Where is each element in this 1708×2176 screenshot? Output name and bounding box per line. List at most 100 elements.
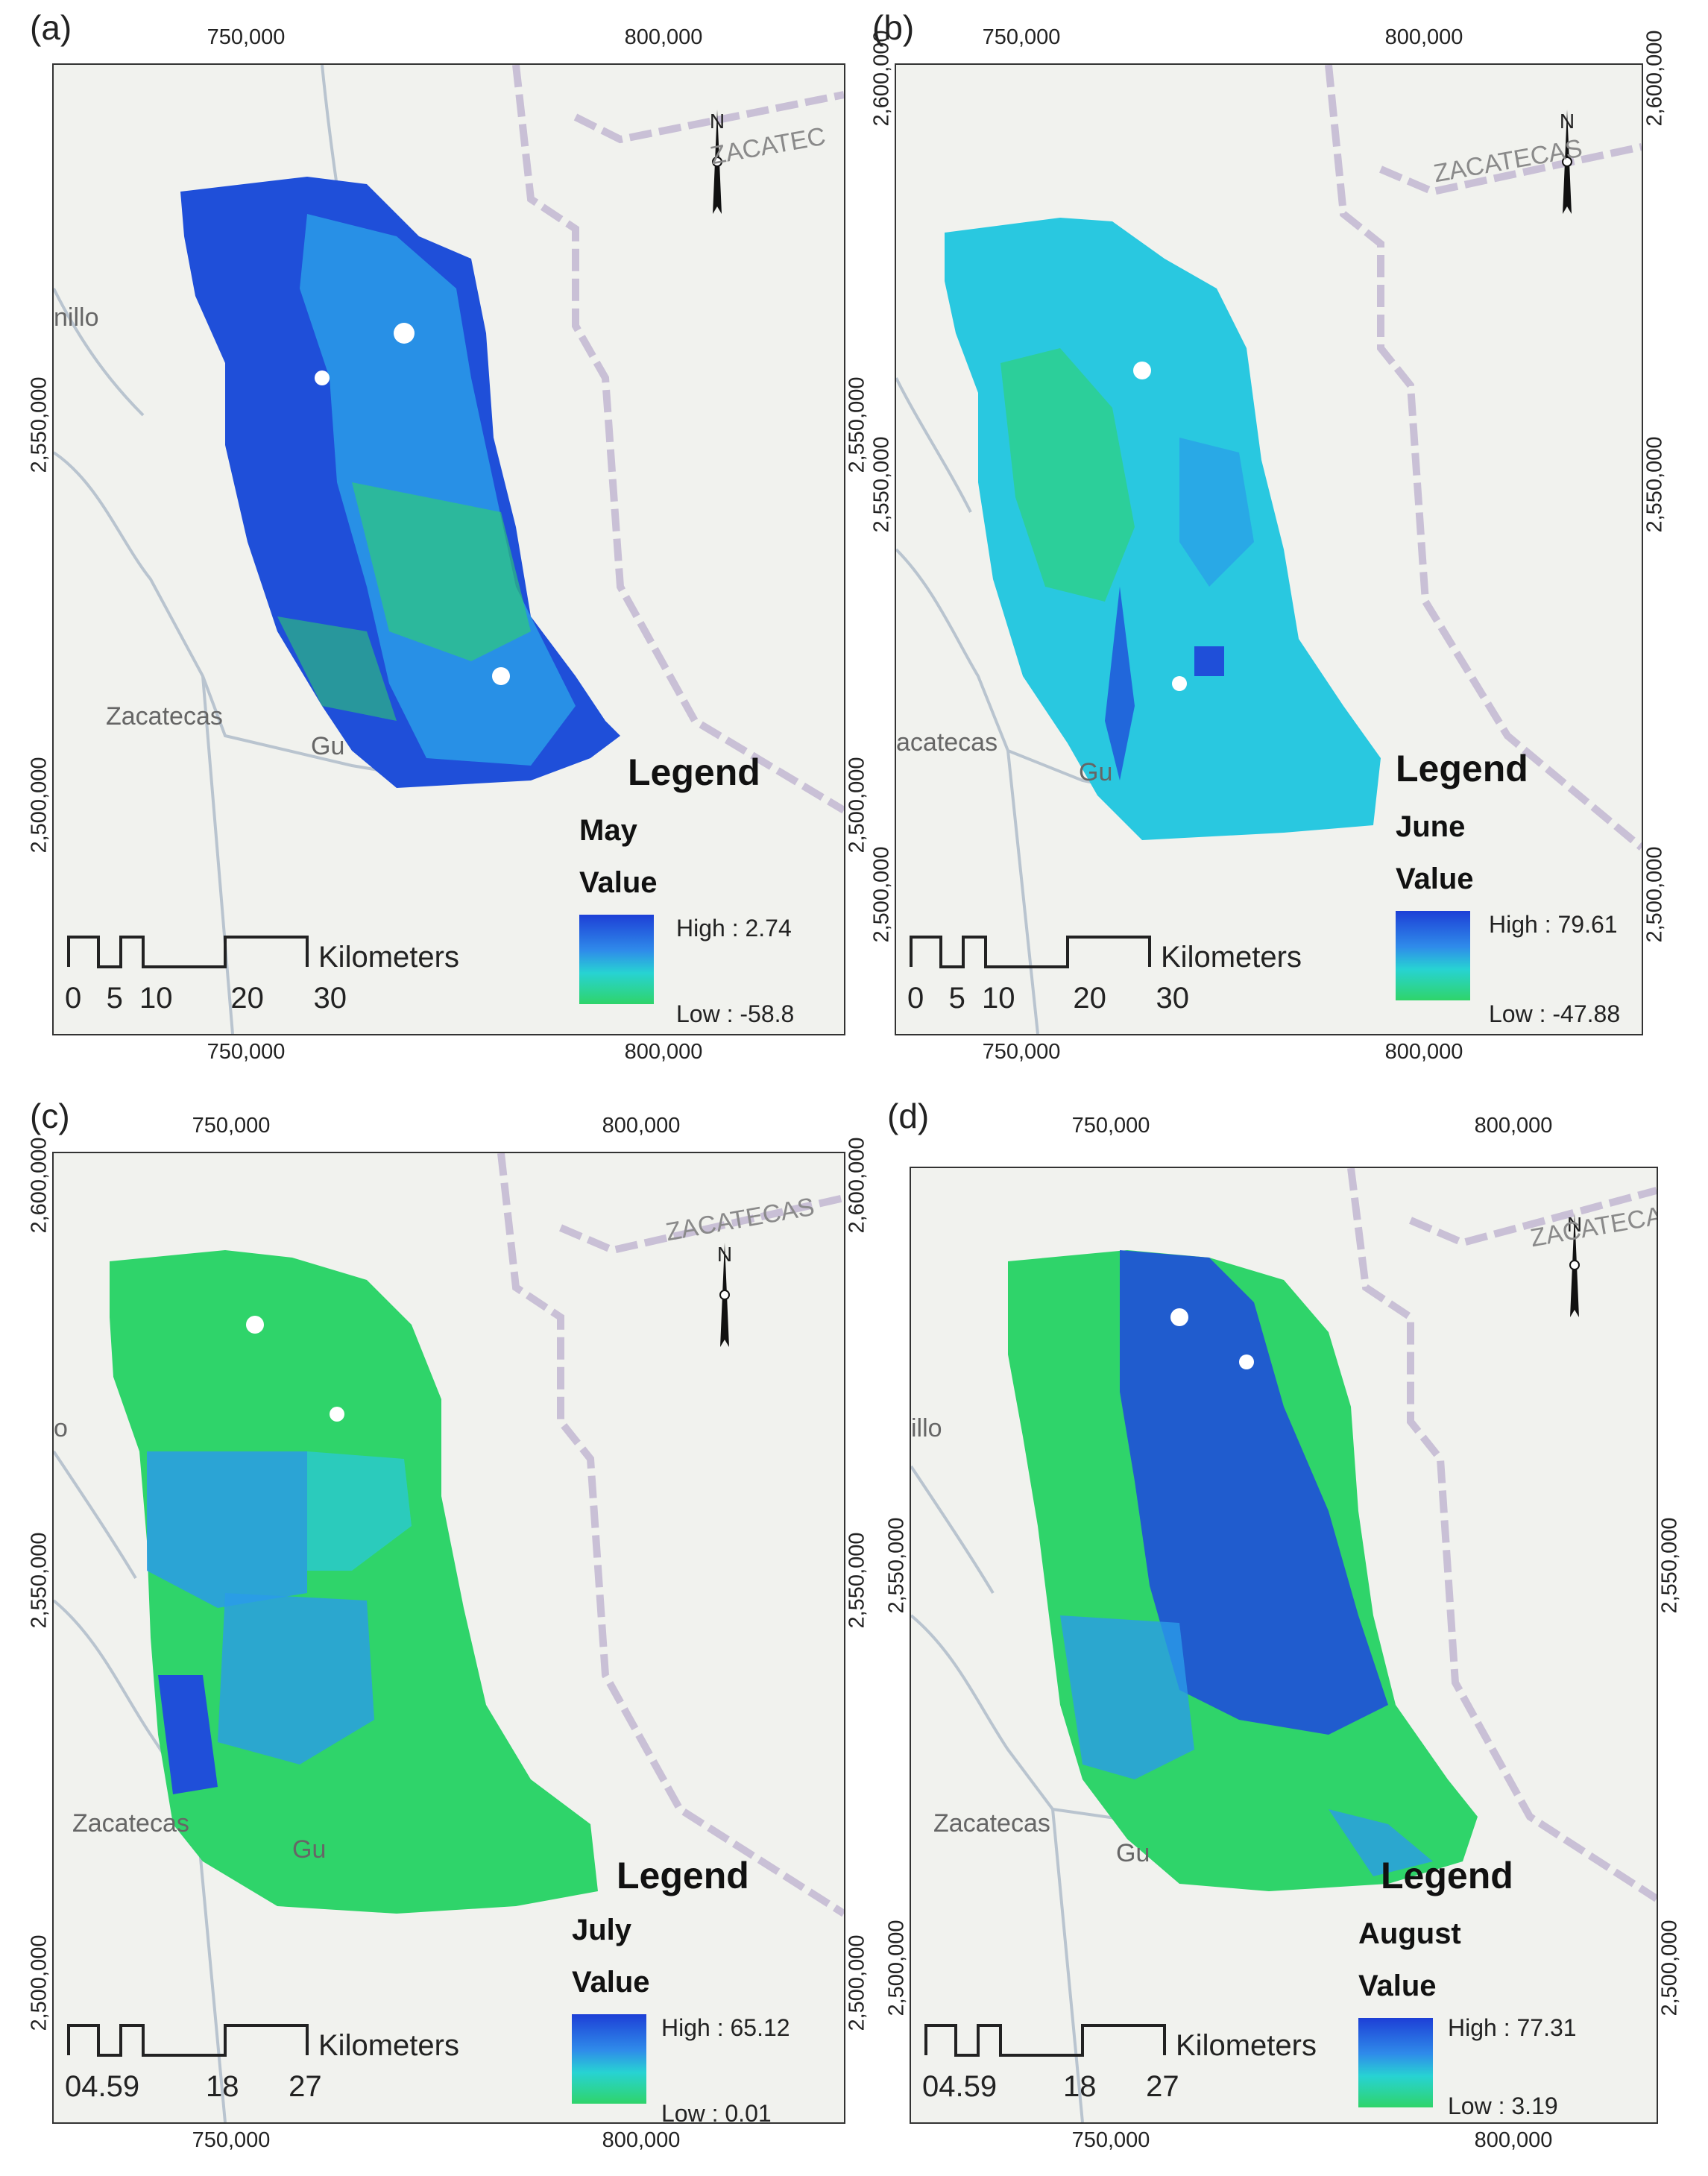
map-frame: N Zacatecas Gu o ZACATECAS Legend July V… <box>52 1152 845 2124</box>
panel-label: (a) <box>30 8 72 47</box>
map-canvas <box>911 1168 1657 2122</box>
panel-label: (b) <box>872 8 915 47</box>
map-canvas <box>54 1153 844 2122</box>
x-tick-bottom: 800,000 <box>602 2128 681 2152</box>
scale-bar <box>910 936 1151 968</box>
scale-unit: Kilometers <box>318 941 459 974</box>
legend-value-label: Value <box>1396 862 1474 895</box>
y-tick-left: 2,500,000 <box>27 1934 51 2031</box>
scale-unit: Kilometers <box>1161 941 1302 974</box>
panel-label: (d) <box>887 1097 930 1135</box>
place-label: Zacatecas <box>72 1809 189 1838</box>
map-frame: N Zacatecas Gu nillo ZACATEC Legend May … <box>52 63 845 1035</box>
x-tick-bottom: 750,000 <box>207 1040 286 1064</box>
north-arrow-icon <box>712 110 722 214</box>
north-arrow: N <box>710 1243 740 1377</box>
x-tick-top: 800,000 <box>1384 25 1463 49</box>
panel-b: (b) 750,000 800,000 N acatecas G <box>869 7 1708 1073</box>
north-arrow: N <box>702 110 732 244</box>
scale-unit: Kilometers <box>1176 2029 1317 2062</box>
color-ramp <box>1396 911 1470 1000</box>
x-tick-top: 750,000 <box>207 25 286 49</box>
place-label: illo <box>911 1414 942 1442</box>
y-tick-right: 2,500,000 <box>845 1934 869 2031</box>
y-tick-right: 2,600,000 <box>1642 30 1667 127</box>
x-tick-bottom: 800,000 <box>1384 1040 1463 1064</box>
place-label: Gu <box>1116 1839 1150 1867</box>
legend-high: High : 77.31 <box>1448 2014 1577 2041</box>
color-ramp <box>1358 2018 1433 2107</box>
y-tick-left: 2,550,000 <box>869 436 894 533</box>
y-tick-right: 2,500,000 <box>1657 1920 1682 2016</box>
legend-month: August <box>1358 1917 1461 1950</box>
y-tick-left: 2,600,000 <box>27 1137 51 1234</box>
x-tick-top: 800,000 <box>1474 1114 1553 1138</box>
y-tick-left: 2,550,000 <box>27 376 51 473</box>
y-tick-right: 2,500,000 <box>845 757 869 854</box>
region-polygon <box>945 218 1381 840</box>
panel-d: (d) 750,000 800,000 N Zacatecas Gu <box>884 1096 1708 2162</box>
legend-month: June <box>1396 810 1466 843</box>
x-tick-bottom: 750,000 <box>192 2128 271 2152</box>
x-tick-top: 800,000 <box>624 25 703 49</box>
region-polygon <box>110 1250 598 1914</box>
legend-low: Low : -47.88 <box>1489 1000 1621 1027</box>
x-tick-bottom: 750,000 <box>982 1040 1061 1064</box>
y-tick-left: 2,550,000 <box>884 1517 909 1614</box>
scale-bar <box>67 936 309 968</box>
color-ramp <box>572 2014 646 2104</box>
y-tick-left: 2,500,000 <box>27 757 51 854</box>
legend-title: Legend <box>628 751 760 793</box>
x-tick-top: 750,000 <box>1071 1114 1150 1138</box>
legend-title: Legend <box>1381 1855 1513 1896</box>
place-label: nillo <box>54 303 99 332</box>
map-frame: N acatecas Gu ZACATECAS Legend June Valu… <box>895 63 1643 1035</box>
legend-value-label: Value <box>572 1966 650 1999</box>
legend-low: Low : 3.19 <box>1448 2093 1558 2119</box>
y-tick-left: 2,500,000 <box>884 1920 909 2016</box>
place-label: o <box>54 1414 68 1442</box>
legend-high: High : 79.61 <box>1489 911 1618 938</box>
map-canvas <box>54 65 844 1034</box>
place-label: Gu <box>292 1835 327 1864</box>
y-tick-left: 2,550,000 <box>27 1532 51 1629</box>
legend-title: Legend <box>617 1855 749 1896</box>
scale-unit: Kilometers <box>318 2029 459 2062</box>
scale-numbers: 0 5 10 20 30 <box>65 982 347 1015</box>
legend-value-label: Value <box>1358 1970 1437 2002</box>
place-label: Gu <box>1079 758 1113 786</box>
scale-numbers: 0 5 10 20 30 <box>907 982 1190 1015</box>
x-tick-top: 750,000 <box>982 25 1061 49</box>
north-arrow: N <box>1560 1213 1589 1347</box>
place-label: Zacatecas <box>933 1809 1050 1838</box>
x-tick-bottom: 750,000 <box>1071 2128 1150 2152</box>
x-tick-top: 800,000 <box>602 1114 681 1138</box>
panel-c: (c) 750,000 800,000 N Zacatecas <box>27 1096 880 2162</box>
x-tick-bottom: 800,000 <box>624 1040 703 1064</box>
panel-a: (a) 750,000 800,000 N Zacatecas <box>27 7 880 1073</box>
place-label: Gu <box>311 732 345 760</box>
legend-low: Low : 0.01 <box>661 2100 772 2124</box>
legend-month: July <box>572 1914 632 1946</box>
y-tick-right: 2,500,000 <box>1642 846 1667 943</box>
north-arrow: N <box>1552 110 1582 244</box>
scale-bar <box>67 2024 309 2057</box>
scale-bar <box>924 2024 1166 2057</box>
scale-numbers: 04.59 18 27 <box>65 2070 322 2103</box>
north-arrow-icon <box>1562 110 1572 214</box>
legend-month: May <box>579 814 637 847</box>
y-tick-right: 2,550,000 <box>845 376 869 473</box>
place-label: acatecas <box>896 728 998 757</box>
legend-low: Low : -58.8 <box>676 1000 795 1027</box>
y-tick-right: 2,550,000 <box>1642 436 1667 533</box>
place-label: Zacatecas <box>106 702 223 731</box>
map-frame: N Zacatecas Gu illo ZACATECA Legend Augu… <box>910 1167 1658 2124</box>
legend-title: Legend <box>1396 748 1528 789</box>
north-arrow-icon <box>1569 1213 1580 1317</box>
x-tick-bottom: 800,000 <box>1474 2128 1553 2152</box>
legend-high: High : 2.74 <box>676 915 792 942</box>
y-tick-right: 2,550,000 <box>845 1532 869 1629</box>
scale-numbers: 04.59 18 27 <box>922 2070 1179 2103</box>
north-arrow-icon <box>719 1243 730 1347</box>
map-canvas <box>896 65 1642 1034</box>
